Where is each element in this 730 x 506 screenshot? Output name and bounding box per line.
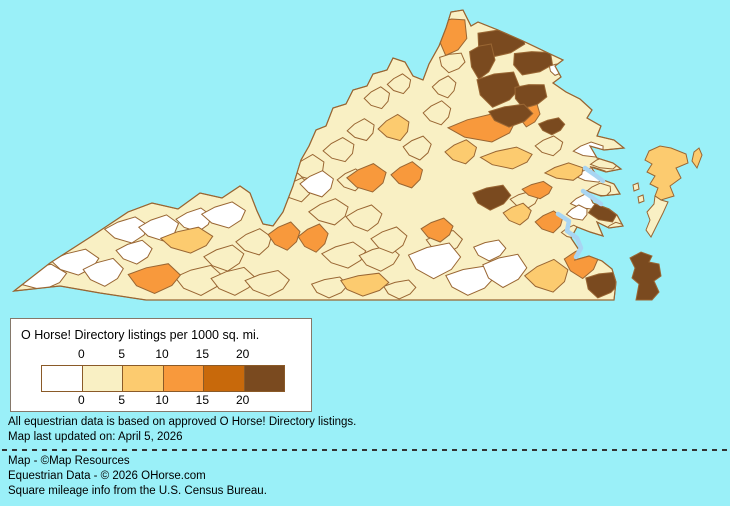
- county-region: [299, 170, 334, 198]
- county-region: [469, 43, 496, 81]
- county-region: [267, 221, 301, 251]
- legend-tick-label: 20: [235, 347, 250, 361]
- legend-swatch: [243, 366, 284, 391]
- county-region: [82, 257, 124, 287]
- county-region: [585, 271, 620, 299]
- county-region: [402, 135, 432, 161]
- county-region: [521, 180, 553, 200]
- county-region: [115, 239, 153, 265]
- legend-swatch: [42, 366, 82, 391]
- legend-tick-label: 5: [118, 393, 125, 407]
- bay-islet-1: [632, 182, 640, 192]
- legend-swatch: [81, 366, 122, 391]
- county-region: [339, 272, 390, 297]
- legend-tick-label: 10: [155, 393, 169, 407]
- county-region: [422, 100, 452, 126]
- county-region: [439, 52, 466, 74]
- footnote-data-source: All equestrian data is based on approved…: [8, 416, 357, 428]
- legend-ticks-top: 0 5 10 15 20: [11, 347, 313, 361]
- eastern-shore-northampton: [645, 195, 669, 238]
- credit-census-bureau: Square mileage info from the U.S. Census…: [8, 485, 267, 497]
- county-region: [514, 84, 548, 109]
- bay-islet-2: [637, 194, 645, 204]
- river: [580, 188, 604, 207]
- county-region: [565, 204, 588, 221]
- legend-box: O Horse! Directory listings per 1000 sq.…: [10, 318, 312, 412]
- county-region: [390, 161, 424, 189]
- county-region: [174, 264, 224, 296]
- county-region: [386, 73, 412, 95]
- county-layer: [14, 18, 624, 300]
- chincoteague-sliver: [691, 147, 703, 170]
- county-region: [103, 216, 150, 244]
- legend-tick-label: 0: [77, 347, 85, 361]
- legend-tick-label: 10: [155, 347, 169, 361]
- virginia-beach-norfolk: [629, 251, 662, 301]
- legend-tick-label: 5: [118, 347, 125, 361]
- county-region: [431, 75, 457, 99]
- county-region: [346, 118, 375, 142]
- county-region: [210, 266, 256, 296]
- footnotes-block: All equestrian data is based on approved…: [8, 415, 356, 445]
- county-region: [523, 258, 569, 293]
- county-region: [543, 162, 584, 181]
- county-region: [420, 217, 454, 243]
- county-region: [297, 223, 329, 253]
- county-region: [382, 279, 417, 300]
- county-region: [310, 276, 349, 299]
- footnote-last-updated: Map last updated on: April 5, 2026: [8, 431, 183, 443]
- legend-swatch: [203, 366, 244, 391]
- credits-block: Map - ©Map Resources Equestrian Data - ©…: [8, 454, 267, 499]
- legend-swatch: [162, 366, 203, 391]
- county-region: [534, 135, 564, 157]
- county-region: [502, 202, 532, 226]
- county-region: [377, 113, 410, 142]
- county-region: [476, 71, 521, 108]
- legend-tick-label: 15: [195, 393, 210, 407]
- legend-tick-label: 0: [77, 393, 85, 407]
- county-region: [200, 201, 247, 229]
- county-region: [244, 269, 290, 297]
- county-region: [488, 103, 534, 128]
- eastern-shore-accomack: [644, 145, 689, 201]
- county-region: [407, 242, 462, 280]
- legend-title: O Horse! Directory listings per 1000 sq.…: [21, 328, 260, 342]
- county-region: [307, 198, 349, 226]
- county-region: [482, 253, 528, 289]
- county-region: [320, 241, 367, 269]
- county-region: [444, 139, 478, 165]
- credit-equestrian-data: Equestrian Data - © 2026 OHorse.com: [8, 470, 206, 482]
- county-region: [322, 137, 355, 163]
- state-outline: [11, 9, 626, 301]
- county-region: [445, 265, 495, 296]
- county-region: [159, 226, 214, 254]
- county-region: [127, 263, 182, 294]
- legend-color-band: [41, 365, 285, 392]
- county-region: [479, 146, 533, 170]
- legend-tick-label: 20: [235, 393, 250, 407]
- dashed-separator-line: [2, 449, 728, 451]
- county-region: [235, 228, 272, 256]
- county-region: [203, 244, 245, 272]
- county-region: [534, 210, 564, 234]
- county-region: [472, 184, 512, 211]
- legend-ticks-bottom: 0 5 10 15 20: [11, 393, 313, 407]
- credit-map-resources: Map - ©Map Resources: [8, 455, 130, 467]
- legend-swatch: [122, 366, 163, 391]
- county-region: [370, 226, 408, 254]
- river: [555, 211, 584, 260]
- county-region: [345, 204, 383, 232]
- county-region: [472, 239, 507, 262]
- county-region: [363, 86, 391, 110]
- river: [582, 165, 606, 184]
- county-region: [346, 163, 387, 193]
- county-region: [537, 117, 566, 136]
- legend-tick-label: 15: [195, 347, 210, 361]
